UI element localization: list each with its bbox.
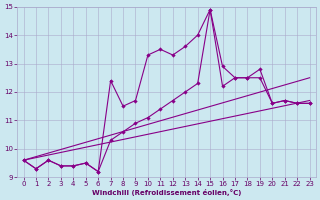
X-axis label: Windchill (Refroidissement éolien,°C): Windchill (Refroidissement éolien,°C) [92,189,241,196]
